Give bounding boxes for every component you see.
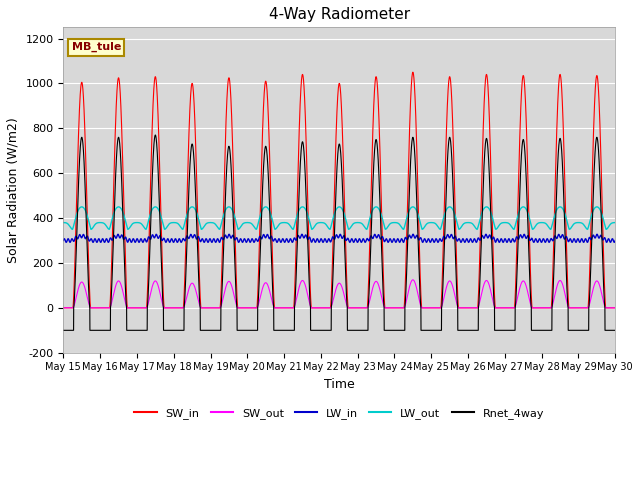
SW_in — [611, 305, 618, 311]
SW_in — [463, 305, 471, 311]
LW_in — [159, 238, 166, 243]
SW_out — [319, 305, 326, 311]
LW_out — [60, 220, 67, 226]
Line: SW_out: SW_out — [63, 280, 615, 308]
Title: 4-Way Radiometer: 4-Way Radiometer — [269, 7, 410, 22]
LW_out — [463, 220, 471, 226]
SW_in — [60, 305, 67, 311]
LW_in — [319, 240, 326, 245]
LW_in — [463, 236, 471, 242]
Rnet_4way — [495, 327, 502, 333]
LW_in — [60, 238, 67, 243]
Line: SW_in: SW_in — [63, 72, 615, 308]
Rnet_4way — [319, 327, 326, 333]
LW_out — [319, 220, 326, 226]
SW_out — [611, 305, 619, 311]
LW_in — [225, 231, 233, 237]
LW_in — [495, 238, 502, 244]
X-axis label: Time: Time — [324, 378, 355, 391]
Rnet_4way — [60, 327, 67, 333]
SW_in — [319, 305, 326, 311]
LW_out — [495, 224, 502, 229]
LW_out — [159, 220, 166, 226]
SW_out — [60, 305, 67, 311]
LW_out — [87, 227, 95, 232]
Line: Rnet_4way: Rnet_4way — [63, 135, 615, 330]
LW_in — [346, 240, 354, 245]
LW_out — [433, 222, 440, 228]
Rnet_4way — [611, 327, 618, 333]
Rnet_4way — [159, 295, 166, 300]
SW_out — [159, 301, 166, 307]
Rnet_4way — [152, 132, 159, 138]
Line: LW_in: LW_in — [63, 234, 615, 242]
LW_out — [611, 220, 619, 226]
LW_out — [78, 204, 86, 210]
Line: LW_out: LW_out — [63, 207, 615, 229]
SW_out — [495, 305, 502, 311]
LW_out — [611, 220, 619, 226]
SW_in — [409, 69, 417, 75]
Legend: SW_in, SW_out, LW_in, LW_out, Rnet_4way: SW_in, SW_out, LW_in, LW_out, Rnet_4way — [130, 404, 548, 424]
SW_out — [463, 305, 471, 311]
SW_out — [433, 305, 440, 311]
SW_in — [611, 305, 619, 311]
LW_in — [433, 237, 440, 242]
SW_out — [409, 277, 417, 283]
SW_out — [611, 305, 618, 311]
Y-axis label: Solar Radiation (W/m2): Solar Radiation (W/m2) — [7, 117, 20, 263]
LW_in — [611, 239, 619, 245]
Rnet_4way — [463, 327, 471, 333]
Text: MB_tule: MB_tule — [72, 42, 121, 52]
SW_in — [159, 269, 166, 275]
Rnet_4way — [611, 327, 619, 333]
SW_in — [495, 305, 502, 311]
SW_in — [433, 305, 440, 311]
LW_in — [611, 238, 619, 243]
Rnet_4way — [433, 327, 440, 333]
